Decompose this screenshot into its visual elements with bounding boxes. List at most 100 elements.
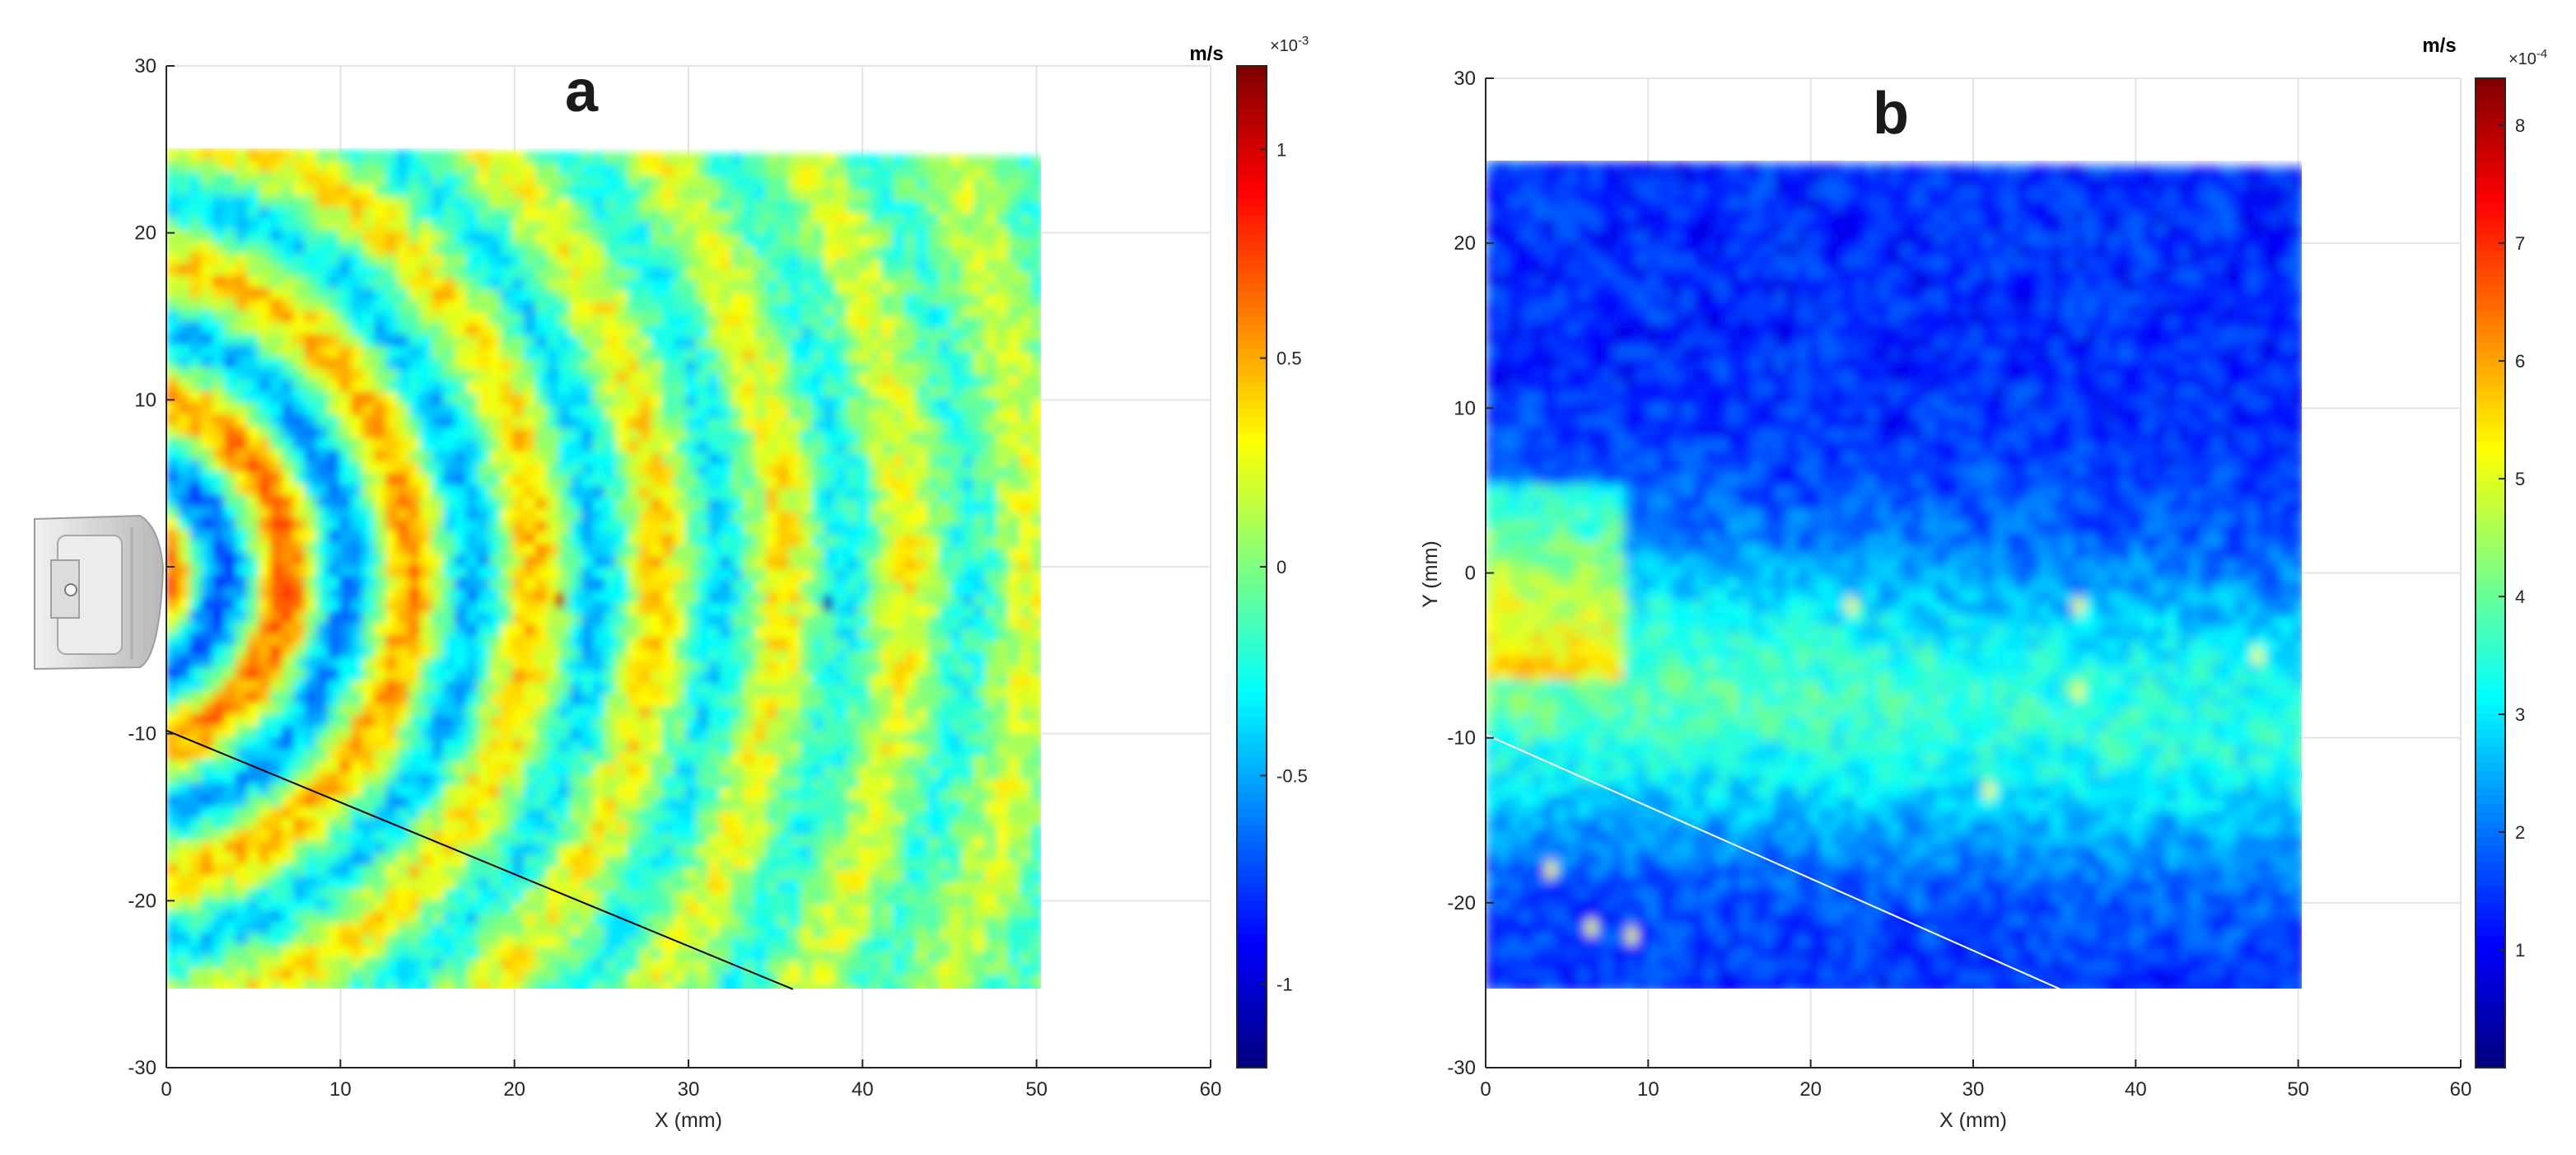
heatmap-cell	[893, 224, 905, 237]
heatmap-cell	[535, 613, 548, 626]
heatmap-cell	[535, 486, 548, 499]
heatmap-cell	[881, 881, 894, 895]
heatmap-cell	[962, 882, 974, 895]
heatmap-cell	[996, 409, 1009, 423]
heatmap-cell	[766, 499, 778, 512]
heatmap-cell	[282, 357, 294, 370]
heatmap-cell	[224, 379, 236, 392]
heatmap-cell	[697, 834, 709, 847]
heatmap-cell	[835, 292, 847, 306]
heatmap-cell	[893, 397, 905, 410]
heatmap-cell	[328, 484, 340, 497]
heatmap-cell	[455, 624, 467, 637]
heatmap-cell	[570, 555, 582, 568]
heatmap-cell	[178, 310, 190, 323]
heatmap-cell	[166, 656, 179, 668]
heatmap-cell	[950, 628, 963, 641]
heatmap-cell	[685, 706, 698, 719]
heatmap-cell	[328, 668, 340, 681]
heatmap-cell	[259, 195, 271, 208]
heatmap-cell	[996, 306, 1009, 319]
heatmap-cell	[708, 245, 721, 259]
heatmap-cell	[385, 900, 398, 913]
heatmap-cell	[789, 362, 801, 375]
heatmap-cell	[697, 384, 709, 397]
heatmap-cell	[547, 152, 559, 165]
heatmap-cell	[201, 287, 213, 300]
heatmap-cell	[639, 487, 651, 500]
heatmap-cell	[339, 737, 352, 751]
heatmap-cell	[916, 201, 928, 214]
heatmap-cell	[293, 391, 306, 404]
heatmap-cell	[432, 324, 444, 337]
heatmap-cell	[777, 395, 790, 409]
heatmap-cell	[547, 532, 559, 545]
heatmap-cell	[731, 857, 744, 870]
heatmap-cell	[455, 635, 467, 648]
heatmap-cell	[916, 870, 928, 883]
heatmap-cell	[639, 891, 651, 904]
heatmap-cell	[524, 451, 536, 465]
heatmap-cell	[835, 558, 847, 571]
heatmap-cell	[720, 188, 732, 201]
heatmap-cell	[328, 553, 340, 566]
heatmap-cell	[374, 657, 386, 671]
heatmap-cell	[259, 818, 271, 831]
heatmap-cell	[478, 693, 490, 706]
heatmap-cell	[570, 509, 582, 522]
heatmap-cell	[293, 230, 306, 243]
heatmap-cell	[754, 799, 767, 812]
heatmap-cell	[743, 626, 755, 639]
heatmap-cell	[489, 462, 502, 475]
heatmap-cell	[766, 419, 778, 432]
heatmap-cell	[743, 857, 755, 870]
heatmap-cell	[800, 316, 813, 329]
heatmap-cell	[478, 278, 490, 291]
heatmap-cell	[166, 898, 179, 910]
heatmap-cell	[651, 660, 663, 673]
heatmap-cell	[501, 162, 513, 175]
heatmap-cell	[362, 565, 375, 578]
heatmap-cell	[662, 856, 674, 869]
heatmap-cell	[189, 321, 202, 334]
heatmap-cell	[893, 789, 905, 802]
heatmap-cell	[973, 698, 986, 711]
heatmap-cell	[201, 552, 213, 565]
heatmap-cell	[270, 841, 282, 854]
heatmap-cell	[720, 303, 732, 316]
heatmap-cell	[812, 731, 824, 744]
heatmap-cell	[339, 288, 352, 301]
heatmap-cell	[501, 704, 513, 718]
heatmap-cell	[628, 210, 640, 223]
heatmap-cell	[962, 663, 974, 676]
heatmap-cell	[685, 891, 698, 904]
heatmap-cell	[259, 726, 271, 739]
heatmap-cell	[570, 255, 582, 269]
heatmap-cell	[478, 889, 490, 902]
heatmap-cell	[777, 845, 790, 858]
heatmap-cell	[893, 824, 905, 837]
heatmap-cell	[558, 878, 571, 891]
heatmap-cell	[847, 396, 859, 409]
heatmap-cell	[639, 199, 651, 212]
heatmap-cell	[616, 545, 628, 558]
heatmap-cell	[178, 275, 190, 288]
heatmap-cell	[305, 195, 317, 208]
heatmap-cell	[189, 644, 202, 657]
heatmap-cell	[720, 511, 732, 524]
heatmap-cell	[489, 381, 502, 395]
heatmap-cell	[708, 419, 721, 432]
heatmap-cell	[858, 304, 870, 317]
heatmap-cell	[282, 507, 294, 520]
heatmap-cell	[432, 751, 444, 764]
heatmap-cell	[455, 358, 467, 372]
heatmap-cell	[800, 835, 813, 848]
heatmap-cell	[236, 471, 248, 484]
heatmap-cell	[904, 409, 917, 422]
heatmap-cell	[973, 571, 986, 584]
heatmap-cell	[535, 186, 548, 199]
heatmap-cell	[305, 772, 317, 785]
heatmap-cell	[351, 346, 363, 359]
heatmap-cell	[870, 466, 882, 479]
heatmap-cell	[547, 648, 559, 661]
